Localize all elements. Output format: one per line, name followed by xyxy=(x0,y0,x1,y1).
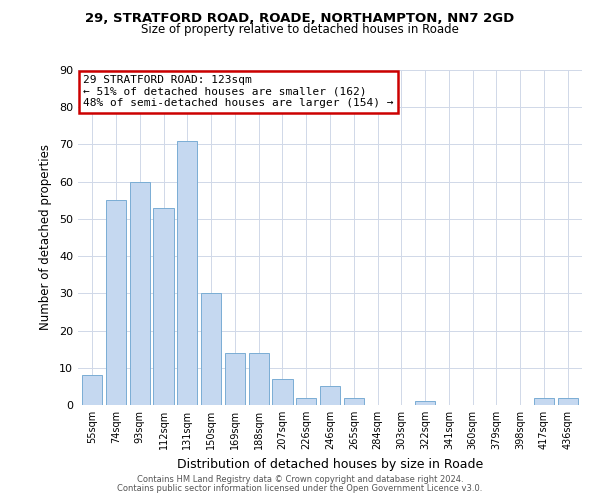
Bar xyxy=(557,398,578,405)
Bar xyxy=(534,398,554,405)
Bar xyxy=(225,353,245,405)
Bar xyxy=(344,398,364,405)
Bar xyxy=(296,398,316,405)
Bar xyxy=(106,200,126,405)
Bar xyxy=(272,379,293,405)
Bar xyxy=(177,140,197,405)
Bar xyxy=(201,294,221,405)
Bar xyxy=(154,208,173,405)
Bar xyxy=(415,402,435,405)
Text: Size of property relative to detached houses in Roade: Size of property relative to detached ho… xyxy=(141,24,459,36)
X-axis label: Distribution of detached houses by size in Roade: Distribution of detached houses by size … xyxy=(177,458,483,470)
Text: Contains public sector information licensed under the Open Government Licence v3: Contains public sector information licen… xyxy=(118,484,482,493)
Bar xyxy=(130,182,150,405)
Bar xyxy=(320,386,340,405)
Bar xyxy=(82,375,103,405)
Text: Contains HM Land Registry data © Crown copyright and database right 2024.: Contains HM Land Registry data © Crown c… xyxy=(137,475,463,484)
Y-axis label: Number of detached properties: Number of detached properties xyxy=(39,144,52,330)
Bar xyxy=(248,353,269,405)
Text: 29, STRATFORD ROAD, ROADE, NORTHAMPTON, NN7 2GD: 29, STRATFORD ROAD, ROADE, NORTHAMPTON, … xyxy=(85,12,515,24)
Text: 29 STRATFORD ROAD: 123sqm
← 51% of detached houses are smaller (162)
48% of semi: 29 STRATFORD ROAD: 123sqm ← 51% of detac… xyxy=(83,75,394,108)
